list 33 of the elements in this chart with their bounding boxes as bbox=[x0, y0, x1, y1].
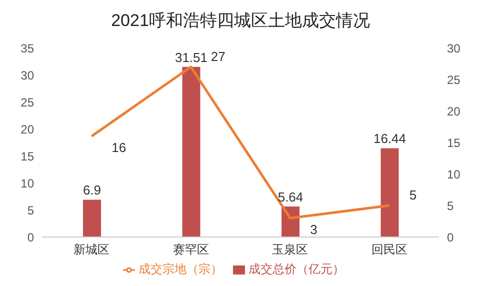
y2-tick-label: 0 bbox=[447, 230, 454, 244]
y2-tick-label: 15 bbox=[447, 136, 461, 150]
y-tick-label: 35 bbox=[20, 41, 34, 56]
data-label: 5.64 bbox=[278, 190, 304, 205]
y-tick-label: 0 bbox=[27, 230, 34, 244]
y-tick-label: 10 bbox=[20, 176, 34, 190]
y-tick-label: 30 bbox=[20, 68, 34, 82]
data-label: 16.44 bbox=[373, 131, 406, 146]
bar bbox=[182, 66, 200, 237]
x-tick-label: 回民区 bbox=[371, 242, 408, 257]
data-label: 6.9 bbox=[82, 182, 102, 198]
legend-label: 成交总价（亿元） bbox=[248, 262, 344, 276]
y-tick-label: 5 bbox=[27, 203, 34, 218]
x-tick-label: 赛罕区 bbox=[172, 242, 209, 257]
bar bbox=[83, 200, 101, 237]
data-label: 27 bbox=[210, 48, 226, 64]
y2-tick-label: 20 bbox=[447, 104, 461, 118]
y2-tick-label: 10 bbox=[447, 167, 461, 182]
x-tick-label: 玉泉区 bbox=[272, 242, 308, 257]
data-label: 16 bbox=[112, 140, 126, 156]
data-label: 3 bbox=[310, 222, 318, 238]
bar bbox=[380, 148, 399, 237]
y2-tick-label: 25 bbox=[447, 72, 461, 87]
y2-tick-label: 5 bbox=[447, 198, 454, 213]
data-label: 31.51 bbox=[174, 50, 208, 65]
chart-title: 2021呼和浩特四城区土地成交情况 bbox=[110, 10, 371, 32]
y2-tick-label: 30 bbox=[447, 41, 461, 56]
data-label: 5 bbox=[409, 188, 417, 202]
y-tick-label: 25 bbox=[20, 95, 34, 110]
legend-label: 成交宗地（宗） bbox=[138, 262, 222, 276]
y-tick-label: 20 bbox=[20, 122, 34, 136]
y-tick-label: 15 bbox=[20, 149, 34, 164]
x-tick-label: 新城区 bbox=[74, 242, 110, 257]
